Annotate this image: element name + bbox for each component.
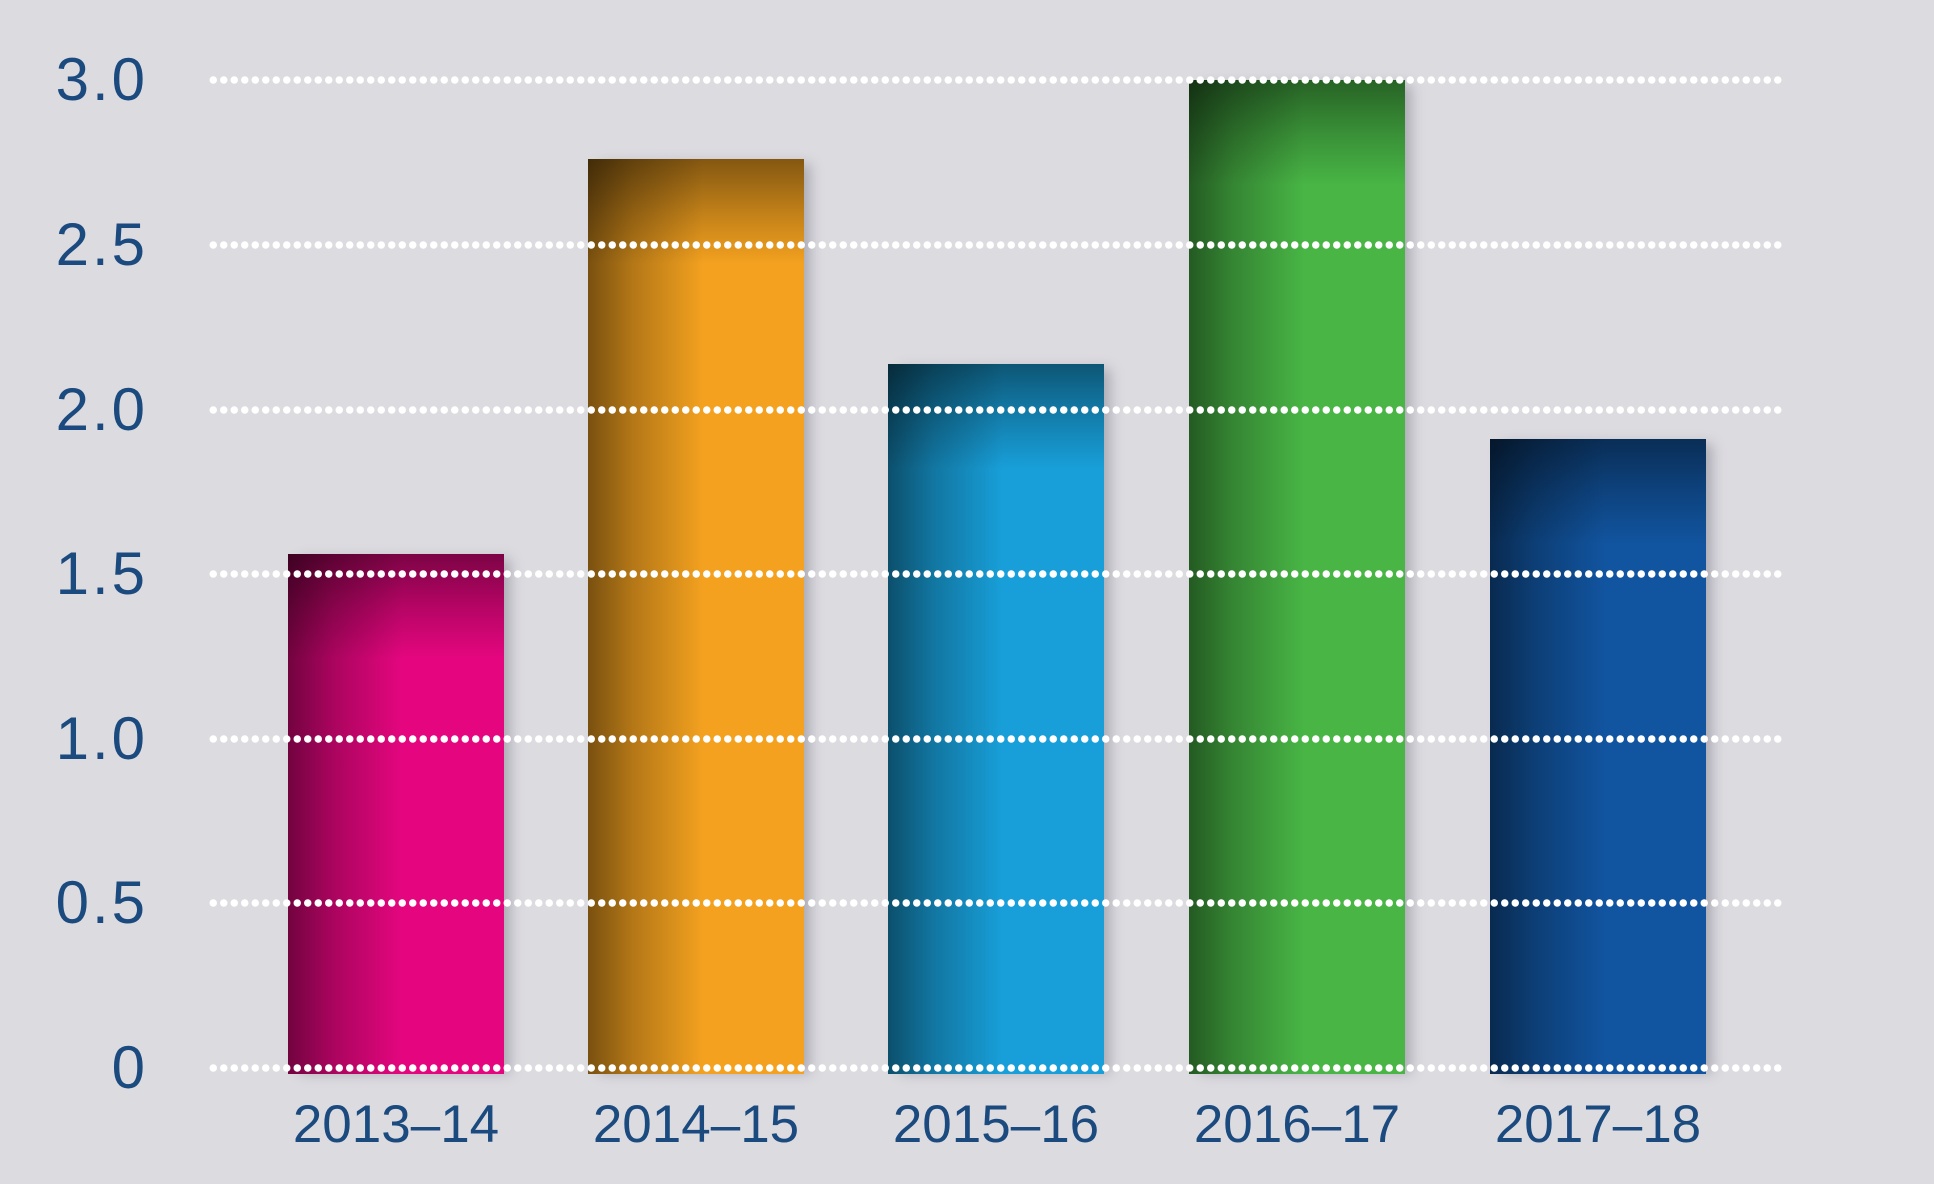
xtick-label-2014-15: 2014–15 bbox=[592, 1095, 800, 1154]
gridline-1.0 bbox=[208, 733, 1783, 744]
gridline-0.5 bbox=[208, 898, 1783, 909]
xtick-label-2017-18: 2017–18 bbox=[1494, 1095, 1702, 1154]
gridline-1.5 bbox=[208, 569, 1783, 580]
gridline-3.0 bbox=[208, 75, 1783, 86]
xtick-label-2016-17: 2016–17 bbox=[1193, 1095, 1401, 1154]
gridline-2.5 bbox=[208, 240, 1783, 250]
bar-2013-14 bbox=[288, 554, 504, 1074]
ytick-label-0.5: 0.5 bbox=[55, 869, 148, 937]
bar-2017-18 bbox=[1490, 439, 1706, 1074]
ytick-label-1.5: 1.5 bbox=[55, 540, 148, 608]
ytick-label-0: 0 bbox=[111, 1034, 148, 1101]
gridline-0 bbox=[208, 1063, 1783, 1073]
ytick-label-2.5: 2.5 bbox=[55, 211, 148, 278]
gridline-2.0 bbox=[208, 404, 1783, 415]
xtick-label-2013-14: 2013–14 bbox=[292, 1095, 500, 1154]
bar-2015-16 bbox=[888, 363, 1104, 1074]
ytick-label-1.0: 1.0 bbox=[55, 704, 148, 772]
bar-2014-15 bbox=[588, 159, 804, 1074]
ytick-label-2.0: 2.0 bbox=[55, 375, 148, 443]
ytick-label-3.0: 3.0 bbox=[55, 46, 148, 114]
xtick-label-2015-16: 2015–16 bbox=[892, 1095, 1100, 1154]
